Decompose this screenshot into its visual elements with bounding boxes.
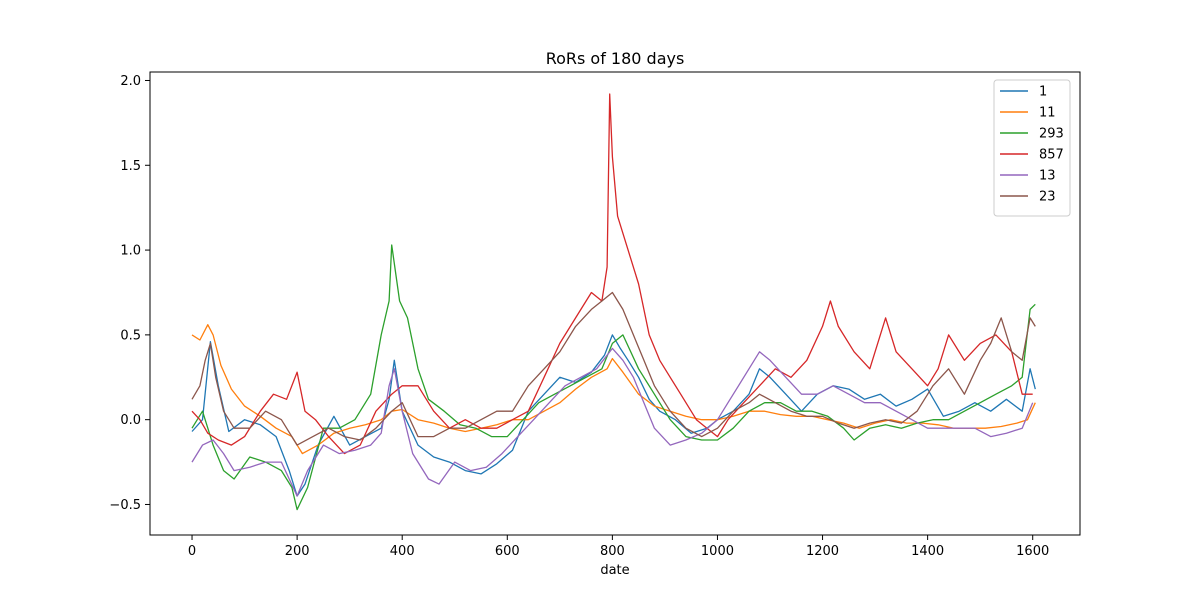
y-tick-label: 1.5 — [120, 159, 141, 174]
y-axis: −0.5 0.0 0.5 1.0 1.5 2.0 — [109, 74, 150, 513]
x-tick-label: 1600 — [1016, 544, 1049, 559]
series-line-11 — [191, 324, 1036, 455]
legend-label-23: 23 — [1039, 190, 1056, 205]
plot-frame — [149, 71, 1081, 536]
x-tick-label: 800 — [600, 544, 625, 559]
x-tick-label: 1400 — [911, 544, 944, 559]
series-line-857 — [191, 93, 1033, 455]
legend-label-13: 13 — [1039, 169, 1056, 184]
x-tick-label: 1000 — [701, 544, 734, 559]
legend-label-293: 293 — [1039, 127, 1064, 142]
y-tick-label: 0.0 — [120, 413, 141, 428]
x-tick-label: 400 — [390, 544, 415, 559]
x-axis: 0 200 400 600 800 1000 1200 1400 1600 — [188, 535, 1049, 559]
legend-label-11: 11 — [1039, 106, 1056, 121]
legend-box — [993, 79, 1071, 217]
x-tick-label: 1200 — [806, 544, 839, 559]
y-tick-label: 1.0 — [120, 244, 141, 259]
x-tick-label: 200 — [285, 544, 310, 559]
y-tick-label: 2.0 — [120, 74, 141, 89]
legend-label-857: 857 — [1039, 148, 1064, 163]
plot-lines — [191, 93, 1036, 511]
y-tick-label: 0.5 — [120, 328, 141, 343]
series-line-23 — [191, 291, 1036, 446]
y-tick-label: −0.5 — [109, 498, 141, 513]
x-tick-label: 600 — [495, 544, 520, 559]
legend-label-1: 1 — [1039, 85, 1047, 100]
x-tick-label: 0 — [188, 544, 196, 559]
series-line-293 — [191, 244, 1036, 511]
x-axis-label: date — [600, 563, 629, 578]
chart-title: RoRs of 180 days — [546, 49, 685, 68]
series-line-13 — [191, 347, 1034, 497]
